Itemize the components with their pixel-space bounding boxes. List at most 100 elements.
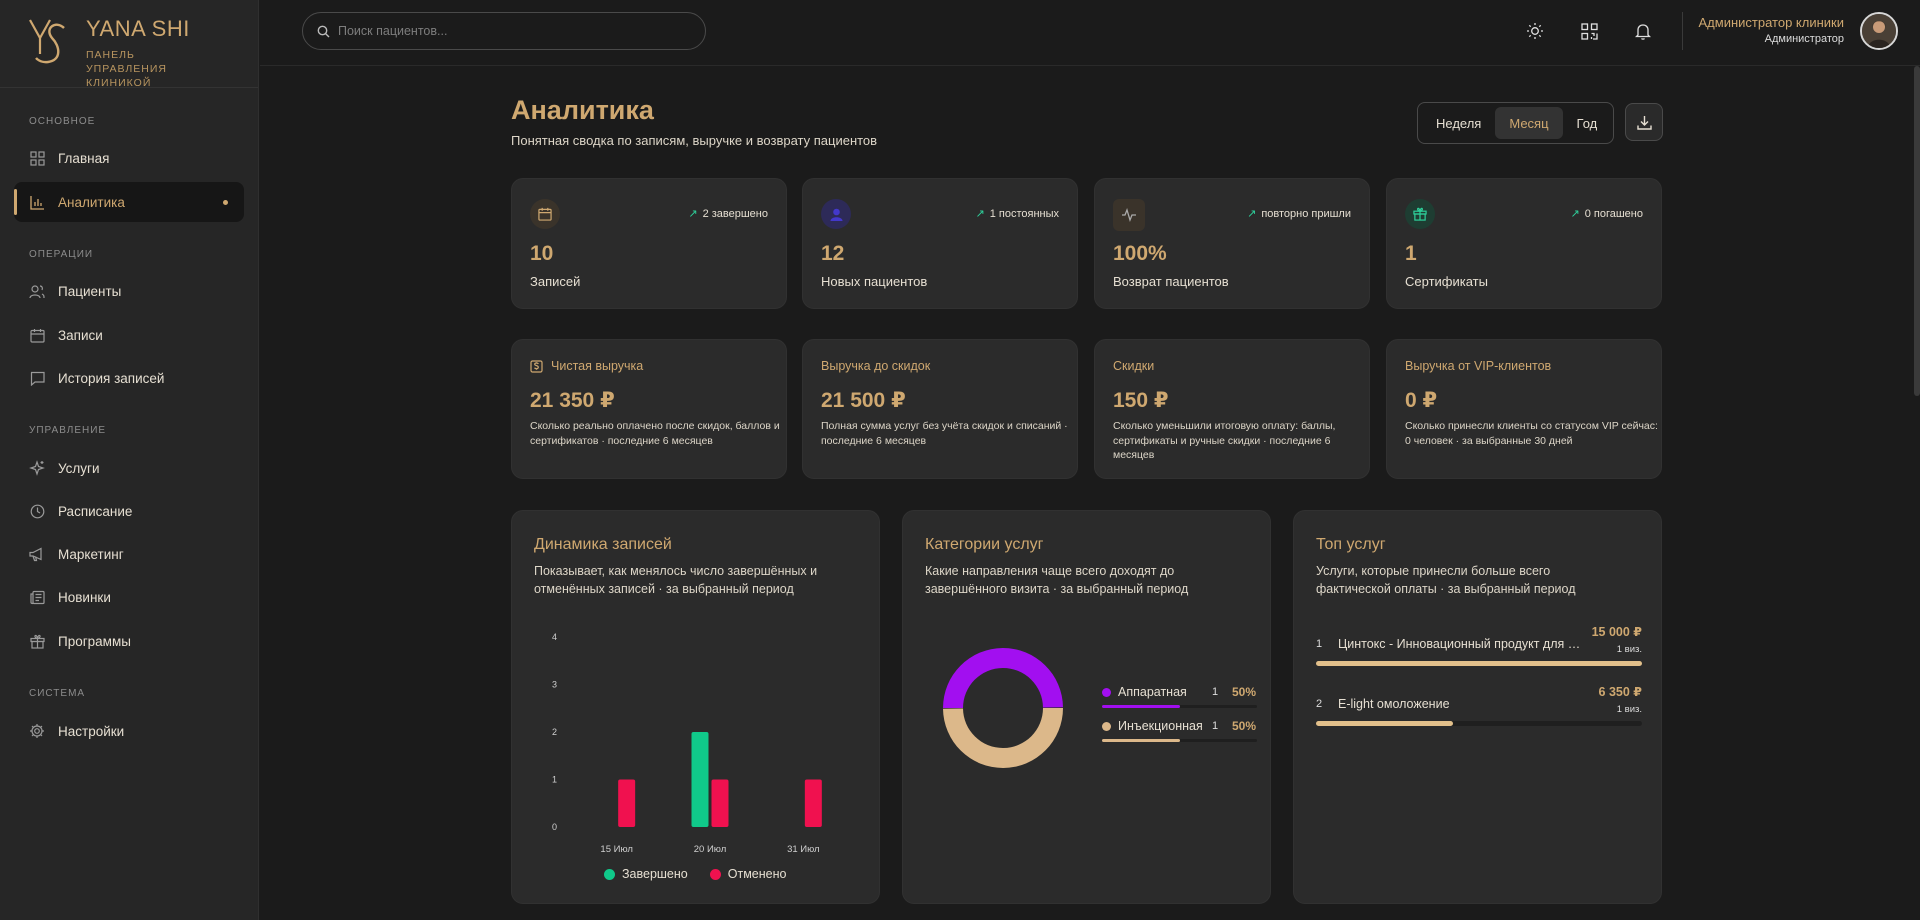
notifications-button[interactable] (1632, 20, 1654, 42)
revenue-title: Чистая выручка (551, 359, 644, 373)
gift-icon (1405, 199, 1435, 229)
y-tick-label: 1 (552, 775, 557, 785)
sidebar-item-history[interactable]: История записей (14, 358, 244, 398)
kpi-card-appointments[interactable]: ↗ 2 завершено 10 Записей (511, 178, 787, 309)
revenue-card-vip[interactable]: Выручка от VIP-клиентов 0 ₽ Сколько прин… (1386, 339, 1662, 479)
bar-cancelled[interactable] (804, 779, 822, 828)
download-icon (1636, 115, 1652, 130)
sidebar-item-appointments[interactable]: Записи (14, 315, 244, 355)
kpi-value: 100% (1113, 242, 1167, 265)
nav-section-system: Система (29, 688, 86, 699)
category-bar (1102, 739, 1257, 742)
brand[interactable]: YANA SHI ПАНЕЛЬ УПРАВЛЕНИЯ КЛИНИКОЙ (0, 0, 258, 89)
bar-cancelled[interactable] (711, 779, 729, 828)
sparkles-icon (29, 460, 45, 476)
sidebar-item-analytics[interactable]: Аналитика (14, 182, 244, 222)
category-bar (1102, 705, 1257, 708)
revenue-value: 0 ₽ (1405, 389, 1438, 412)
sidebar-item-label: История записей (58, 370, 165, 386)
bar-completed[interactable] (691, 732, 709, 827)
trend-up-icon: ↗ (1247, 208, 1257, 220)
revenue-card-net[interactable]: Чистая выручка 21 350 ₽ Сколько реально … (511, 339, 787, 479)
legend-swatch (604, 868, 615, 880)
category-name: Инъекционная (1118, 719, 1203, 733)
top-service-rank: 1 (1316, 638, 1323, 650)
donut-slice[interactable] (943, 648, 1063, 708)
topbar-divider (1682, 12, 1683, 50)
revenue-value: 21 350 ₽ (530, 389, 615, 412)
users-icon (29, 283, 45, 299)
clock-icon (29, 503, 45, 519)
trend-up-icon: ↗ (688, 208, 698, 220)
legend-item-cancelled[interactable]: Отменено (709, 867, 786, 881)
donut-slice[interactable] (943, 708, 1063, 768)
bar-cancelled[interactable] (618, 779, 636, 828)
revenue-card-gross[interactable]: Выручка до скидок 21 500 ₽ Полная сумма … (802, 339, 1078, 479)
kpi-label: Записей (530, 274, 581, 289)
revenue-card-discounts[interactable]: Скидки 150 ₽ Сколько уменьшили итоговую … (1094, 339, 1370, 479)
search-input[interactable] (338, 24, 698, 38)
sidebar-item-label: Записи (58, 327, 103, 343)
top-service-visits: 1 виз. (1616, 704, 1642, 715)
sidebar: YANA SHI ПАНЕЛЬ УПРАВЛЕНИЯ КЛИНИКОЙ Осно… (0, 0, 259, 920)
sidebar-item-label: Услуги (58, 460, 100, 476)
theme-toggle-button[interactable] (1524, 20, 1546, 42)
brand-title: YANA SHI (86, 16, 190, 41)
kpi-trend: 0 погашено (1584, 207, 1643, 220)
kpi-card-new-patients[interactable]: ↗ 1 постоянных 12 Новых пациентов (802, 178, 1078, 309)
kpi-value: 12 (821, 242, 845, 265)
donut-chart (943, 648, 1063, 768)
panel-title: Динамика записей (534, 536, 672, 553)
sidebar-item-settings[interactable]: Настройки (14, 711, 244, 751)
qr-code-icon (1580, 22, 1598, 40)
panel-title: Категории услуг (925, 536, 1044, 553)
user-icon (821, 199, 851, 229)
kpi-card-return-rate[interactable]: ↗ повторно пришли 100% Возврат пациентов (1094, 178, 1370, 309)
sidebar-item-marketing[interactable]: Маркетинг (14, 534, 244, 574)
nav-section-operations: Операции (29, 249, 94, 260)
sidebar-item-patients[interactable]: Пациенты (14, 271, 244, 311)
revenue-value: 150 ₽ (1113, 389, 1169, 412)
sidebar-item-home[interactable]: Главная (14, 138, 244, 178)
sidebar-item-label: Пациенты (58, 283, 122, 299)
panel-dynamics: Динамика записей Показывает, как менялос… (511, 510, 880, 904)
kpi-card-certificates[interactable]: ↗ 0 погашено 1 Сертификаты (1386, 178, 1662, 309)
qr-code-button[interactable] (1578, 20, 1600, 42)
brand-subtitle: ПАНЕЛЬ УПРАВЛЕНИЯ КЛИНИКОЙ (86, 49, 168, 89)
category-count: 1 (1212, 686, 1219, 698)
revenue-value: 21 500 ₽ (821, 389, 906, 412)
page-scrollbar[interactable] (1914, 66, 1920, 396)
sidebar-item-services[interactable]: Услуги (14, 448, 244, 488)
megaphone-icon (29, 546, 45, 562)
legend-item-completed[interactable]: Завершено (604, 867, 688, 881)
dollar-doc-icon (530, 359, 543, 373)
top-service-bar-fill (1316, 661, 1642, 666)
top-service-bar-fill (1316, 721, 1453, 726)
panel-subtitle: Услуги, которые принесли больше всего фа… (1316, 564, 1576, 596)
period-month-button[interactable]: Месяц (1495, 107, 1563, 139)
sidebar-item-programs[interactable]: Программы (14, 621, 244, 661)
top-service-bar (1316, 721, 1642, 726)
kpi-label: Сертификаты (1405, 274, 1488, 289)
panel-categories: Категории услуг Какие направления чаще в… (902, 510, 1271, 904)
category-count: 1 (1212, 720, 1219, 732)
period-week-button[interactable]: Неделя (1436, 115, 1482, 131)
search-box[interactable] (302, 12, 706, 50)
kpi-label: Новых пациентов (821, 274, 928, 289)
calendar-icon (29, 327, 45, 343)
sidebar-item-label: Маркетинг (58, 546, 124, 562)
top-service-sum: 15 000 ₽ (1591, 625, 1642, 639)
active-dot (223, 200, 228, 205)
bar-chart: 0 1 2 3 4 15 Июл 20 Июл 31 Июл (552, 632, 822, 855)
search-icon (317, 25, 330, 37)
user-name[interactable]: Администратор клиники (1698, 15, 1844, 30)
page-title: Аналитика (511, 95, 654, 125)
kpi-value: 10 (530, 242, 554, 265)
download-button[interactable] (1625, 103, 1663, 141)
revenue-title: Выручка до скидок (821, 359, 931, 373)
sidebar-item-schedule[interactable]: Расписание (14, 491, 244, 531)
revenue-description: Сколько уменьшили итоговую оплату: баллы… (1113, 420, 1336, 461)
avatar[interactable] (1860, 12, 1898, 50)
period-year-button[interactable]: Год (1576, 115, 1598, 131)
sidebar-item-news[interactable]: Новинки (14, 577, 244, 617)
